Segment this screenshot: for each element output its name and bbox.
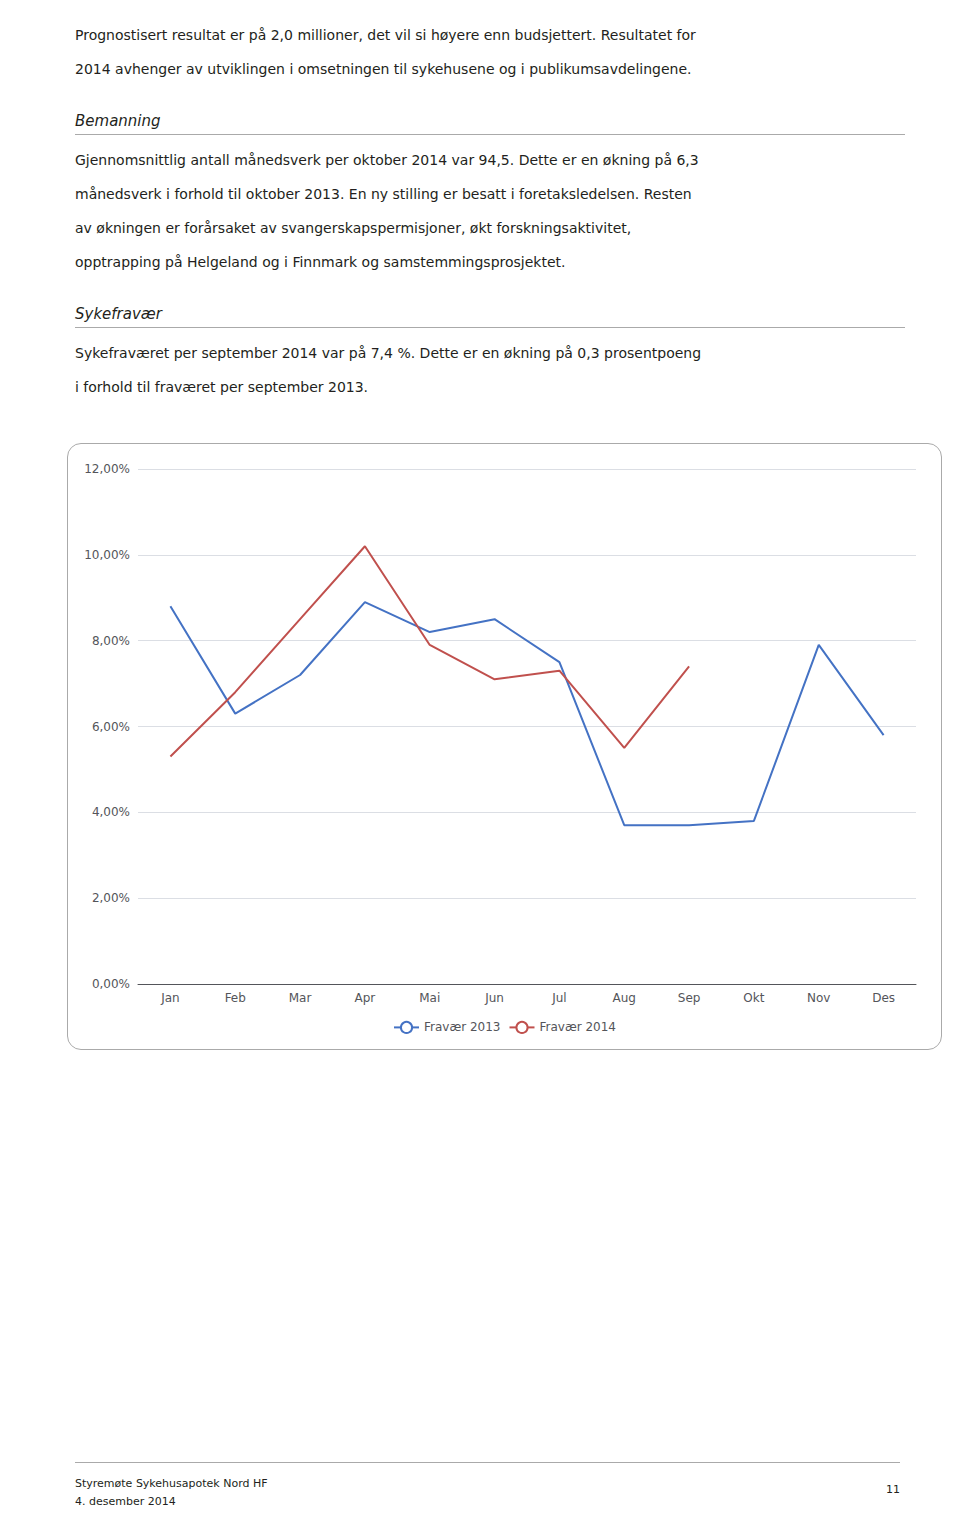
html-text:Styremøte Sykehusapotek Nord H: Styremøte Sykehusapotek Nord HF bbox=[75, 1477, 268, 1490]
svg-text:Nov: Nov bbox=[807, 991, 830, 1005]
svg-text:Aug: Aug bbox=[613, 991, 636, 1005]
svg-text:Des: Des bbox=[872, 991, 895, 1005]
svg-text:Fravær 2014: Fravær 2014 bbox=[540, 1020, 617, 1034]
svg-text:Apr: Apr bbox=[355, 991, 376, 1005]
html-text:i forhold til fraværet per sep: i forhold til fraværet per september 201… bbox=[75, 379, 369, 395]
svg-text:Mai: Mai bbox=[419, 991, 440, 1005]
svg-text:Fravær 2013: Fravær 2013 bbox=[424, 1020, 501, 1034]
html-text:4. desember 2014: 4. desember 2014 bbox=[75, 1495, 176, 1508]
html-text:av økningen er forårsaket av s: av økningen er forårsaket av svangerskap… bbox=[75, 220, 632, 236]
svg-text:8,00%: 8,00% bbox=[92, 634, 130, 648]
html-text:Sykefraværet per september 201: Sykefraværet per september 2014 var på 7… bbox=[75, 345, 702, 361]
html-text:månedsverk i forhold til oktob: månedsverk i forhold til oktober 2013. E… bbox=[75, 186, 692, 202]
html-text:Bemanning: Bemanning bbox=[75, 112, 161, 130]
svg-text:Mar: Mar bbox=[289, 991, 312, 1005]
svg-text:Feb: Feb bbox=[225, 991, 246, 1005]
svg-text:4,00%: 4,00% bbox=[92, 805, 130, 819]
html-text:Prognostisert resultat er på 2: Prognostisert resultat er på 2,0 million… bbox=[75, 27, 696, 43]
svg-text:Jun: Jun bbox=[484, 991, 504, 1005]
svg-text:10,00%: 10,00% bbox=[84, 548, 130, 562]
svg-text:6,00%: 6,00% bbox=[92, 720, 130, 734]
html-text:2014 avhenger av utviklingen i: 2014 avhenger av utviklingen i omsetning… bbox=[75, 61, 692, 77]
svg-text:12,00%: 12,00% bbox=[84, 462, 130, 476]
html-text:Gjennomsnittlig antall månedsv: Gjennomsnittlig antall månedsverk per ok… bbox=[75, 152, 699, 168]
html-text:11: 11 bbox=[886, 1483, 900, 1496]
svg-text:0,00%: 0,00% bbox=[92, 977, 130, 991]
svg-text:2,00%: 2,00% bbox=[92, 891, 130, 905]
svg-text:Okt: Okt bbox=[743, 991, 764, 1005]
html-text:opptrapping på Helgeland og i: opptrapping på Helgeland og i Finnmark o… bbox=[75, 254, 566, 270]
svg-text:Jul: Jul bbox=[551, 991, 566, 1005]
html-text:Sykefravær: Sykefravær bbox=[75, 305, 162, 323]
svg-text:Jan: Jan bbox=[160, 991, 180, 1005]
svg-text:Sep: Sep bbox=[678, 991, 701, 1005]
